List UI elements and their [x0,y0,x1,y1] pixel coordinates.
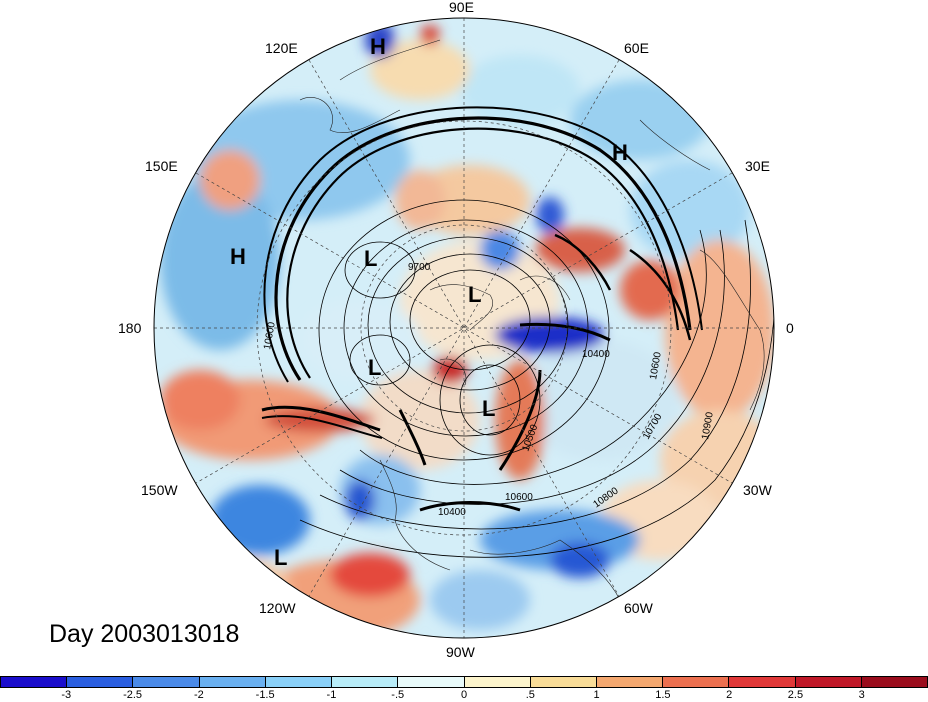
colorbar-tick-label: 2.5 [787,689,804,701]
colorbar-swatch [530,676,597,688]
colorbar-tick-label: 3 [858,689,865,701]
colorbar-swatch [199,676,266,688]
contour-label: 10600 [648,351,664,381]
lon-label-30w: 30W [743,482,772,498]
colorbar-tick-label: -2 [193,689,204,701]
low-center: L [368,355,381,380]
colorbar-swatch [729,676,796,688]
colorbar-tick-label: -1.5 [255,689,275,701]
lon-label-90e: 90E [449,0,474,15]
contour-label: 10600 [505,492,533,503]
colorbar-swatch [398,676,465,688]
colorbar-swatch [332,676,399,688]
lon-label-60e: 60E [624,40,649,56]
contour-label: 10900 [700,411,716,441]
lon-label-120w: 120W [259,600,296,616]
contour-label: 10600 [262,321,278,351]
graticule [154,18,774,638]
low-center: L [482,396,495,421]
colorbar-tick-label: 2 [726,689,733,701]
colorbar-swatch [596,676,664,688]
low-center: L [364,246,377,271]
contour-label: 10400 [582,349,610,360]
low-center: L [468,282,481,307]
colorbar-swatch [0,676,68,688]
colorbar-tick-label: -1 [326,689,337,701]
colorbar-tick-label: 1.5 [655,689,671,701]
colorbar-swatch [861,676,928,688]
lon-label-150w: 150W [141,482,178,498]
colorbar-tick-label: 1 [593,689,600,701]
colorbar-swatch [464,676,531,688]
day-label: Day 2003013018 [49,620,240,648]
lon-label-30e: 30E [745,158,770,174]
high-center: H [370,34,386,59]
pressure-center-markers: H H H L L L L L L [230,34,628,570]
colorbar-tick-label: -.5 [391,689,405,701]
lon-label-120e: 120E [265,40,298,56]
contour-label: 9700 [408,262,431,273]
colorbar-tick-label: -3 [61,689,72,701]
colorbar-tick-label: 0 [460,689,468,701]
lon-label-150e: 150E [145,158,178,174]
colorbar-swatch [795,676,862,688]
low-center: L [274,545,287,570]
high-center: H [612,140,628,165]
high-center: H [230,244,246,269]
colorbar-tick-label: -2.5 [123,689,143,701]
colorbar-swatch [133,676,200,688]
lon-label-180: 180 [118,320,142,336]
jet-stream-contours [261,106,703,512]
colorbar-swatch [663,676,730,688]
colorbar-swatch [67,676,134,688]
lon-label-0: 0 [786,320,794,336]
colorbar [0,676,928,688]
map-boundary [153,17,775,639]
geopotential-contours [299,199,774,558]
colorbar-tick-label: .5 [525,689,535,701]
lon-label-90w: 90W [446,644,475,660]
lon-label-60w: 60W [624,600,653,616]
contour-label: 10400 [438,507,466,518]
colorbar-swatch [265,676,333,688]
